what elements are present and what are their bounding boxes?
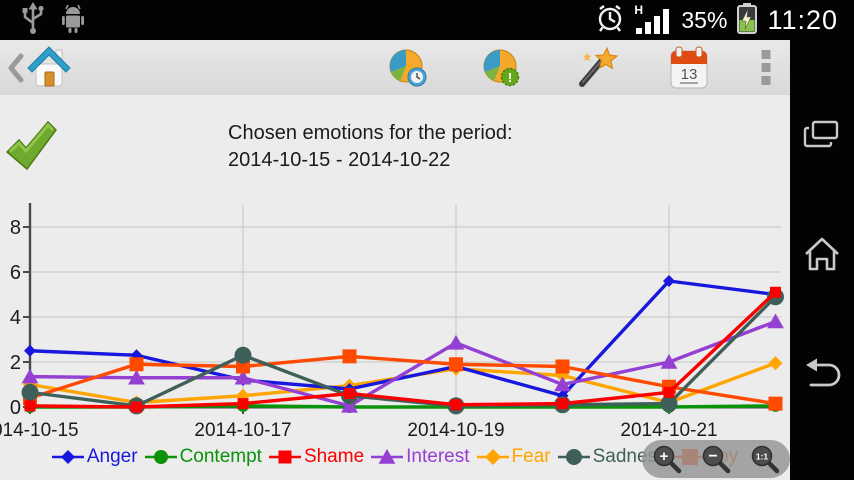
back-nav-icon bbox=[806, 358, 841, 387]
legend-label: Shame bbox=[303, 446, 365, 467]
back-chevron-icon[interactable] bbox=[6, 48, 26, 88]
y-tick-label: 4 bbox=[10, 307, 21, 329]
chart-zoom-controls: + − 1:1 bbox=[642, 440, 790, 478]
y-tick-label: 8 bbox=[10, 217, 21, 239]
legend-item-shame: Shame bbox=[268, 446, 365, 468]
page-title: Chosen emotions for the period: 2014-10-… bbox=[228, 120, 513, 174]
series-shame bbox=[24, 286, 781, 413]
battery-percent-label: 35% bbox=[681, 6, 728, 33]
network-type-label: H bbox=[634, 3, 644, 17]
zoom-in-glyph: + bbox=[659, 448, 668, 465]
legend-label: Fear bbox=[511, 446, 551, 467]
overflow-menu-icon[interactable] bbox=[760, 48, 772, 88]
legend-marker-diamond-icon bbox=[476, 449, 509, 465]
usb-icon bbox=[18, 1, 48, 40]
pie-chart-clock-icon[interactable] bbox=[386, 46, 430, 90]
legend-label: Contempt bbox=[179, 446, 262, 467]
home-button[interactable] bbox=[26, 44, 72, 92]
legend-item-contempt: Contempt bbox=[144, 446, 262, 468]
pie-chart-alert-icon[interactable]: ! bbox=[480, 46, 524, 90]
app-toolbar: ! 13 bbox=[0, 40, 790, 96]
system-nav-bar bbox=[790, 40, 854, 480]
clock-label: 11:20 bbox=[767, 4, 838, 35]
legend-label: Anger bbox=[86, 446, 138, 467]
signal-bars-icon: H bbox=[634, 3, 672, 36]
x-tick-label: 2014-10-21 bbox=[620, 420, 717, 441]
legend-label: Interest bbox=[406, 446, 470, 467]
x-tick-label: 2014-10-15 bbox=[0, 420, 79, 441]
y-tick-label: 0 bbox=[10, 397, 21, 419]
status-bar: H 35% 11:20 bbox=[0, 0, 854, 40]
series-joy bbox=[23, 349, 783, 411]
legend-item-anger: Anger bbox=[51, 446, 138, 468]
alarm-icon bbox=[595, 2, 625, 39]
zoom-out-button[interactable]: − bbox=[700, 443, 732, 475]
zoom-in-button[interactable]: + bbox=[651, 443, 683, 475]
title-line-2: 2014-10-15 - 2014-10-22 bbox=[228, 149, 451, 171]
legend-marker-square-icon bbox=[268, 450, 301, 464]
y-tick-label: 6 bbox=[10, 262, 21, 284]
legend-marker-triangle-icon bbox=[371, 449, 404, 464]
emotions-line-chart[interactable]: 0 2 4 6 8 2014-10-15 2014-10-17 2014-10-19 2014-… bbox=[0, 195, 790, 445]
home-nav-button[interactable] bbox=[790, 225, 854, 285]
legend-marker-diamond-icon bbox=[51, 450, 84, 464]
zoom-out-glyph: − bbox=[708, 448, 717, 465]
series-interest bbox=[21, 313, 784, 413]
green-checkmark-icon bbox=[4, 117, 58, 182]
svg-text:!: ! bbox=[508, 70, 512, 85]
legend-item-interest: Interest bbox=[371, 446, 470, 468]
main-content: Chosen emotions for the period: 2014-10-… bbox=[0, 95, 790, 480]
zoom-reset-glyph: 1:1 bbox=[756, 452, 769, 462]
recent-apps-button[interactable] bbox=[790, 105, 854, 165]
title-line-1: Chosen emotions for the period: bbox=[228, 122, 513, 144]
x-tick-label: 2014-10-17 bbox=[194, 420, 291, 441]
zoom-reset-button[interactable]: 1:1 bbox=[749, 443, 781, 475]
android-debug-icon bbox=[58, 1, 88, 40]
recent-apps-icon bbox=[803, 120, 839, 148]
legend-marker-circle-icon bbox=[144, 450, 177, 464]
back-nav-button[interactable] bbox=[790, 345, 854, 405]
magic-wand-icon[interactable] bbox=[574, 46, 618, 90]
home-nav-icon bbox=[805, 237, 839, 271]
legend-item-fear: Fear bbox=[476, 446, 551, 468]
calendar-day-label: 13 bbox=[681, 66, 698, 83]
calendar-icon[interactable]: 13 bbox=[668, 45, 710, 91]
x-tick-label: 2014-10-19 bbox=[407, 420, 504, 441]
battery-charging-icon bbox=[736, 2, 758, 39]
y-tick-label: 2 bbox=[10, 352, 21, 374]
legend-marker-circle-icon bbox=[557, 449, 590, 465]
